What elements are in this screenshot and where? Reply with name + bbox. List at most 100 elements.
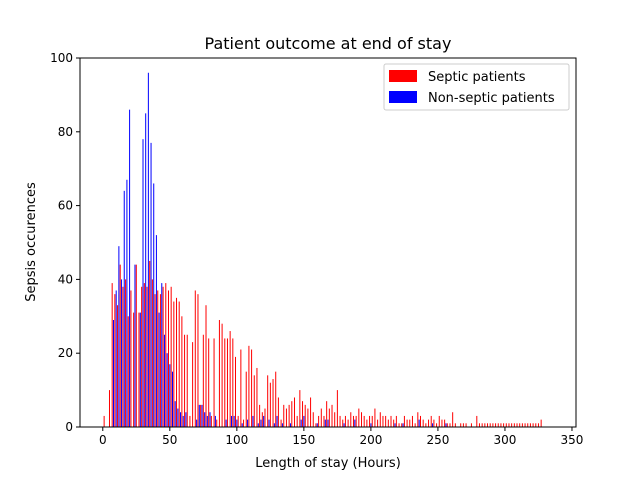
non-septic-bar-49 xyxy=(303,415,305,427)
non-septic-bar-25 xyxy=(185,412,187,427)
septic-bar-20 xyxy=(159,294,161,427)
non-septic-bar-21 xyxy=(174,401,176,427)
septic-bar-50 xyxy=(240,349,242,427)
non-septic-bar-43 xyxy=(268,419,270,427)
septic-bar-39 xyxy=(210,415,212,427)
septic-bar-31 xyxy=(189,415,191,427)
septic-bar-15 xyxy=(146,286,148,427)
septic-bar-126 xyxy=(444,419,446,427)
non-septic-bar-18 xyxy=(166,353,168,427)
septic-bar-68 xyxy=(288,404,290,427)
septic-bar-88 xyxy=(342,419,344,427)
non-septic-bar-27 xyxy=(198,404,200,427)
legend-box xyxy=(383,63,570,111)
non-septic-bar-4 xyxy=(123,190,125,427)
y-tick-label-60: 60 xyxy=(58,199,73,213)
septic-bar-109 xyxy=(398,423,400,427)
septic-bar-96 xyxy=(363,415,365,427)
septic-bar-14 xyxy=(143,283,145,427)
septic-bar-27 xyxy=(178,301,180,427)
legend-swatch-septic xyxy=(389,70,417,82)
septic-bar-3 xyxy=(114,294,116,427)
septic-bar-38 xyxy=(208,338,210,427)
septic-bar-121 xyxy=(430,415,432,427)
septic-bar-138 xyxy=(484,423,486,427)
septic-bar-131 xyxy=(460,423,462,427)
non-septic-bar-2 xyxy=(118,246,120,427)
septic-bar-49 xyxy=(237,415,239,427)
septic-bar-36 xyxy=(202,334,204,427)
septic-bar-112 xyxy=(406,419,408,427)
septic-bar-139 xyxy=(487,423,489,427)
septic-bar-72 xyxy=(299,390,301,427)
septic-bar-104 xyxy=(385,415,387,427)
non-septic-bar-37 xyxy=(241,423,243,427)
non-septic-bar-50 xyxy=(316,423,318,427)
non-septic-bar-6 xyxy=(129,109,131,427)
non-septic-bar-57 xyxy=(402,423,404,427)
septic-bar-137 xyxy=(481,423,483,427)
x-tick-label-0: 0 xyxy=(99,433,107,447)
legend-label-septic: Septic patients xyxy=(428,70,526,85)
septic-bar-114 xyxy=(411,415,413,427)
septic-bar-77 xyxy=(312,412,314,427)
septic-bar-97 xyxy=(366,419,368,427)
septic-bar-9 xyxy=(130,290,132,427)
septic-bar-89 xyxy=(344,415,346,427)
septic-bar-148 xyxy=(511,423,513,427)
non-septic-bar-20 xyxy=(172,371,173,427)
septic-bar-84 xyxy=(331,404,333,427)
x-axis-label: Length of stay (Hours) xyxy=(255,456,401,471)
non-septic-bar-45 xyxy=(276,415,278,427)
septic-bar-90 xyxy=(347,419,349,427)
septic-bar-33 xyxy=(194,290,196,427)
y-tick-label-40: 40 xyxy=(58,272,73,286)
septic-bar-83 xyxy=(328,408,330,427)
septic-bar-134 xyxy=(470,423,472,427)
septic-bar-80 xyxy=(320,408,322,427)
non-septic-bar-52 xyxy=(327,419,329,427)
septic-bar-113 xyxy=(409,419,411,427)
non-septic-bar-58 xyxy=(418,419,420,427)
septic-bar-69 xyxy=(291,401,293,427)
septic-bar-13 xyxy=(141,286,143,427)
septic-bar-55 xyxy=(253,375,255,427)
septic-bar-40 xyxy=(213,338,215,427)
y-tick-label-0: 0 xyxy=(65,420,73,434)
septic-bar-26 xyxy=(176,297,178,427)
septic-bar-21 xyxy=(162,286,164,427)
septic-bar-116 xyxy=(417,412,419,427)
septic-bar-111 xyxy=(403,415,405,427)
septic-bar-93 xyxy=(355,415,357,427)
septic-bar-64 xyxy=(277,397,279,427)
septic-bar-108 xyxy=(395,415,397,427)
septic-bar-0 xyxy=(103,415,105,427)
septic-bar-146 xyxy=(505,423,507,427)
septic-bar-153 xyxy=(524,423,526,427)
septic-bar-44 xyxy=(224,338,226,427)
septic-bar-102 xyxy=(379,412,381,427)
septic-bar-52 xyxy=(245,371,247,427)
septic-bar-75 xyxy=(307,408,309,427)
septic-bar-58 xyxy=(261,412,263,427)
non-septic-bar-0 xyxy=(113,319,115,427)
septic-bar-24 xyxy=(170,286,172,427)
septic-bar-92 xyxy=(352,415,354,427)
septic-bar-81 xyxy=(323,415,325,427)
non-septic-bar-9 xyxy=(142,139,144,427)
septic-bar-60 xyxy=(267,375,269,427)
septic-bar-34 xyxy=(197,294,199,427)
septic-bar-63 xyxy=(275,371,277,427)
septic-bar-87 xyxy=(339,415,341,427)
x-tick-label-200: 200 xyxy=(359,433,382,447)
septic-bar-43 xyxy=(221,323,223,427)
septic-bar-57 xyxy=(259,404,261,427)
non-septic-bar-24 xyxy=(182,415,184,427)
septic-bar-124 xyxy=(438,415,440,427)
septic-bar-128 xyxy=(449,423,451,427)
septic-bar-45 xyxy=(226,338,228,427)
septic-bar-10 xyxy=(133,312,135,427)
septic-bar-70 xyxy=(293,397,295,427)
septic-bar-117 xyxy=(420,415,421,427)
septic-bar-46 xyxy=(229,331,231,427)
